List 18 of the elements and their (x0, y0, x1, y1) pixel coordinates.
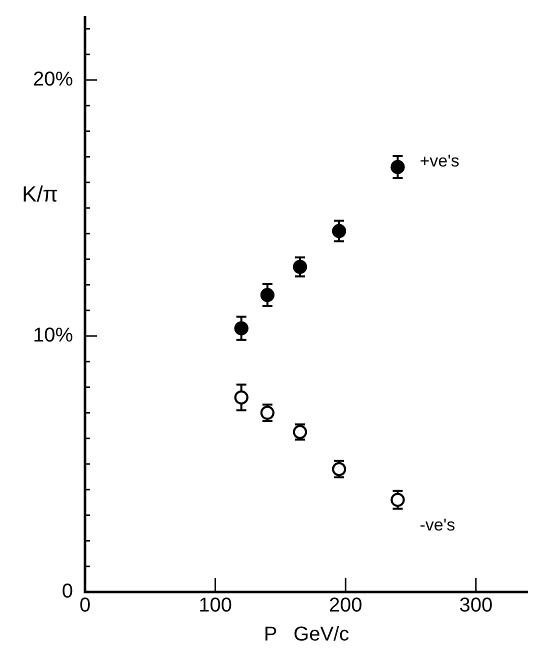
x-tick-label: 200 (328, 594, 362, 617)
series-label: +ve's (420, 152, 460, 171)
point (390, 492, 405, 507)
x-tick-label: 0 (79, 594, 91, 617)
x-axis-title: P GeV/c (264, 624, 350, 646)
point (260, 288, 274, 302)
point (332, 224, 346, 238)
point (292, 260, 307, 274)
point (234, 321, 248, 336)
series-label: -ve's (420, 516, 456, 535)
y-tick-label: 0 (62, 580, 73, 603)
x-tick-label: 300 (459, 594, 493, 617)
y-tick-label: 10% (32, 324, 74, 347)
y-axis-title: K/π (22, 181, 58, 206)
x-tick-label: 100 (198, 594, 232, 617)
point (234, 390, 248, 404)
point (390, 160, 405, 174)
y-tick-label: 20% (32, 68, 74, 91)
